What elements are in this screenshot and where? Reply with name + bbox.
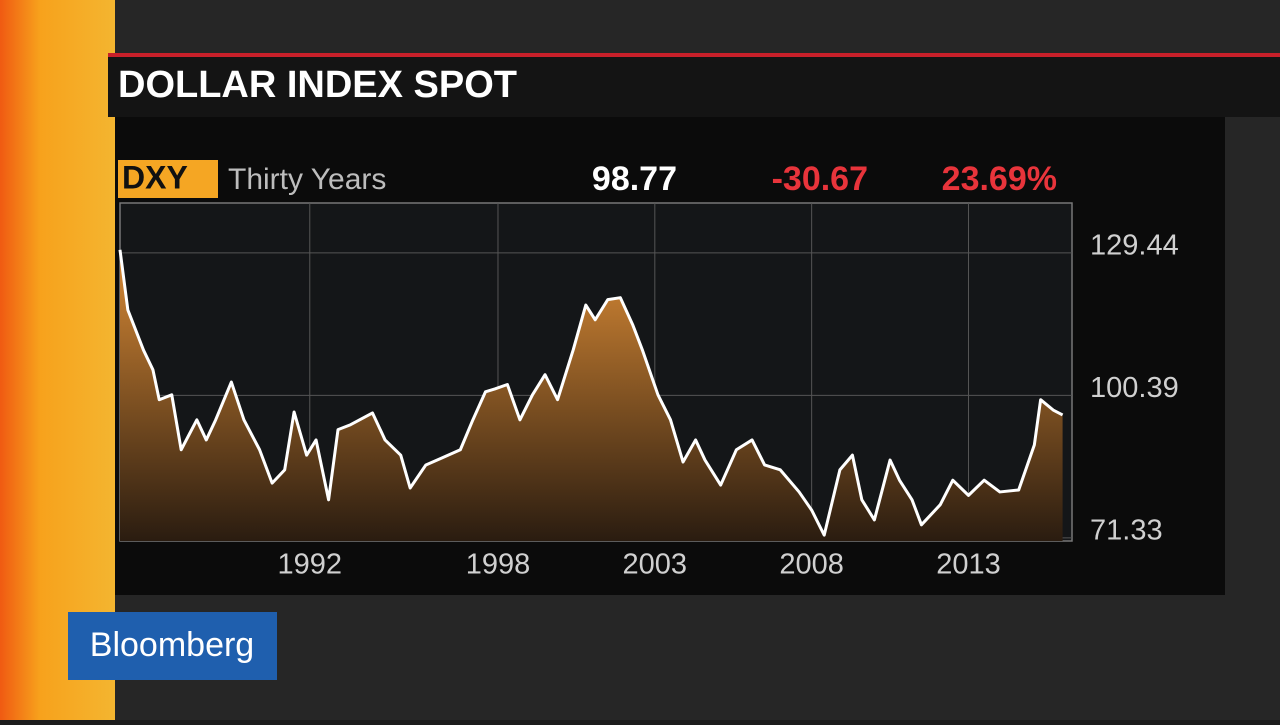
side-stripe bbox=[0, 0, 115, 720]
title-bar bbox=[108, 57, 1280, 117]
last-price: 98.77 bbox=[592, 160, 677, 198]
red-rule bbox=[108, 53, 1280, 57]
line bbox=[118, 249, 1064, 537]
logo-box bbox=[68, 612, 277, 680]
x-tick-label: 1998 bbox=[466, 549, 531, 581]
x-tick-label: 1992 bbox=[278, 549, 343, 581]
period: Thirty Years bbox=[228, 163, 386, 196]
area bbox=[120, 249, 1063, 541]
y-tick-label: 100.39 bbox=[1090, 372, 1179, 404]
x-tick-label: 2008 bbox=[779, 549, 844, 581]
ticker-box bbox=[118, 160, 218, 198]
y-tick-label: 129.44 bbox=[1090, 229, 1179, 261]
pct-change: 23.69% bbox=[942, 160, 1057, 198]
chart-title: DOLLAR INDEX SPOT bbox=[118, 64, 517, 106]
ticker: DXY bbox=[122, 159, 188, 195]
net-change: -30.67 bbox=[772, 160, 868, 198]
plot: 71.33 100.39 129.44 1992 1998 2003 2008 2013 bbox=[118, 203, 1179, 581]
x-tick-label: 2003 bbox=[623, 549, 688, 581]
x-tick-label: 2013 bbox=[936, 549, 1001, 581]
y-tick-label: 71.33 bbox=[1090, 515, 1163, 547]
logo: Bloomberg bbox=[90, 626, 254, 664]
